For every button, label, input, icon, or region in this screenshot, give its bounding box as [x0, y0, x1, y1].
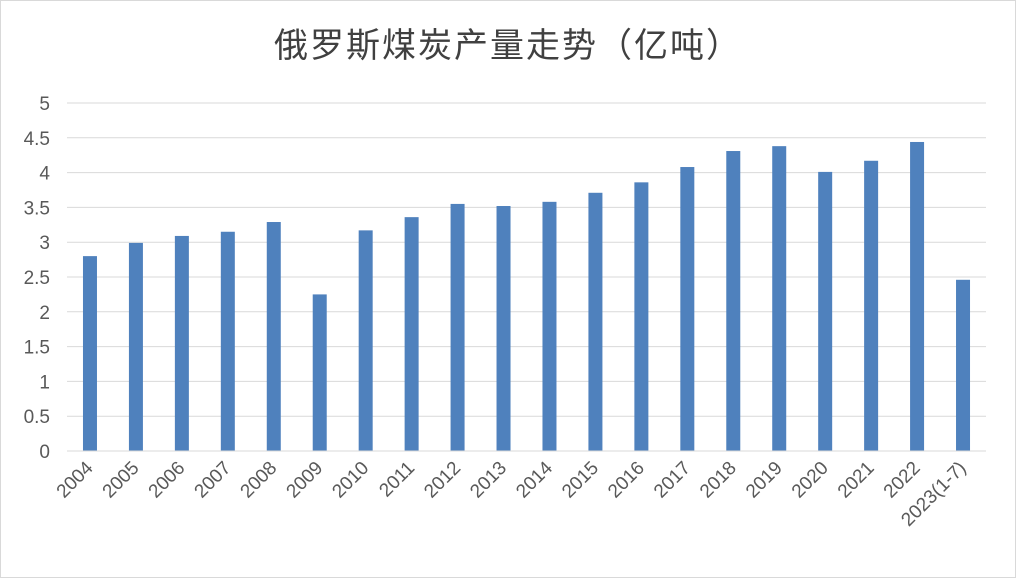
- x-tick-label: 2009: [283, 458, 328, 503]
- y-tick-label: 1: [39, 372, 50, 393]
- x-tick-label: 2011: [375, 458, 419, 502]
- x-tick-label: 2012: [420, 458, 465, 503]
- y-axis-ticks: 0 0.5 1 1.5 2 2.5 3 3.5 4 4.5 5: [24, 94, 51, 463]
- y-tick-label: 3: [39, 233, 50, 254]
- bar: [772, 146, 787, 452]
- bar: [358, 230, 373, 451]
- bar: [312, 294, 327, 451]
- y-tick-label: 1.5: [24, 338, 50, 359]
- x-tick-label: 2008: [237, 458, 282, 503]
- x-tick-label: 2016: [604, 458, 649, 503]
- bar: [220, 231, 235, 451]
- x-tick-label: 2017: [650, 458, 695, 503]
- bar: [174, 235, 189, 451]
- bar: [726, 151, 741, 452]
- x-tick-label: 2014: [512, 457, 557, 502]
- bar: [818, 171, 833, 452]
- x-tick-label: 2021: [834, 458, 879, 503]
- x-tick-label: 2010: [328, 458, 373, 503]
- bar: [496, 206, 511, 451]
- bar: [128, 242, 143, 451]
- bar: [680, 167, 695, 452]
- x-tick-label: 2015: [558, 458, 603, 503]
- bars: [82, 141, 971, 452]
- x-tick-label: 2018: [696, 458, 741, 503]
- x-tick-label: 2004: [53, 457, 98, 502]
- bar: [864, 160, 879, 451]
- bar: [266, 222, 281, 451]
- bar: [588, 192, 603, 451]
- x-axis-ticks: 2004 2005 2006 2007 2008 2009 2010 2011 2012 2013…: [53, 457, 971, 530]
- bar: [634, 182, 649, 451]
- y-tick-label: 2.5: [24, 268, 50, 289]
- gridlines: [67, 102, 986, 417]
- x-tick-label: 2019: [742, 458, 787, 503]
- x-tick-label: 2013: [466, 458, 511, 503]
- bar: [542, 201, 557, 451]
- x-tick-label: 2006: [145, 458, 190, 503]
- x-tick-label: 2005: [99, 458, 144, 503]
- y-tick-label: 3.5: [24, 198, 50, 219]
- y-tick-label: 2: [39, 303, 50, 324]
- y-tick-label: 4.5: [24, 129, 50, 150]
- bar: [404, 217, 419, 451]
- y-tick-label: 5: [39, 94, 50, 115]
- x-tick-label: 2007: [191, 458, 236, 503]
- bar: [910, 141, 925, 451]
- y-tick-label: 0: [39, 442, 50, 463]
- bar: [956, 279, 971, 451]
- bar: [450, 203, 465, 451]
- y-tick-label: 0.5: [24, 407, 50, 428]
- chart-title: 俄罗斯煤炭产量走势（亿吨）: [274, 26, 742, 66]
- x-tick-label: 2020: [788, 458, 833, 503]
- bar: [82, 256, 97, 451]
- y-tick-label: 4: [39, 164, 50, 185]
